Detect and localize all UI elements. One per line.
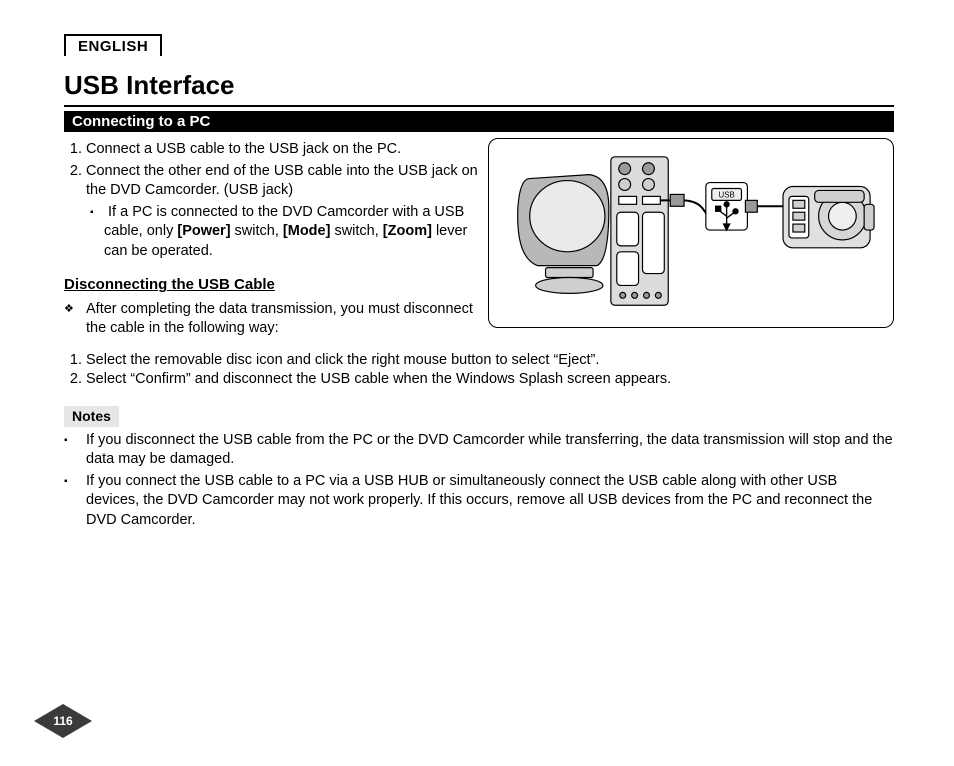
disconnect-step-2: Select “Confirm” and disconnect the USB … [86, 370, 894, 390]
page-title: USB Interface [64, 70, 894, 107]
connect-steps: Connect a USB cable to the USB jack on t… [64, 140, 482, 261]
notes-list: If you disconnect the USB cable from the… [64, 431, 894, 531]
note-1: If you disconnect the USB cable from the… [86, 431, 894, 470]
below-content: Select the removable disc icon and click… [64, 351, 894, 531]
disconnect-steps: Select the removable disc icon and click… [64, 351, 894, 390]
s2-b3: [Zoom] [383, 223, 432, 239]
usb-label-text: USB [718, 190, 734, 199]
disconnect-intro: After completing the data transmission, … [86, 300, 482, 339]
diagram-svg: USB [489, 139, 893, 327]
subsection-header: Connecting to a PC [64, 111, 894, 132]
page-number-badge: 116 [34, 704, 92, 738]
left-column: Connect a USB cable to the USB jack on t… [64, 140, 482, 339]
content-row: USB Connect a USB cable to the USB jack … [64, 140, 894, 339]
s2-b2: [Mode] [283, 223, 331, 239]
step-2-sub: If a PC is connected to the DVD Camcorde… [104, 203, 482, 262]
s2-m1: switch, [231, 223, 283, 239]
language-tab: ENGLISH [64, 34, 162, 56]
page-number: 116 [34, 704, 92, 738]
notes-label: Notes [64, 406, 119, 427]
note-2: If you connect the USB cable to a PC via… [86, 472, 894, 531]
manual-page: ENGLISH USB Interface Connecting to a PC [0, 0, 954, 766]
connection-diagram: USB [488, 138, 894, 328]
disconnect-step-1: Select the removable disc icon and click… [86, 351, 894, 371]
step-2-text: Connect the other end of the USB cable i… [86, 163, 478, 199]
s2-m2: switch, [330, 223, 382, 239]
disconnect-heading: Disconnecting the USB Cable [64, 275, 482, 295]
s2-b1: [Power] [177, 223, 230, 239]
step-2: Connect the other end of the USB cable i… [86, 162, 482, 262]
step-1: Connect a USB cable to the USB jack on t… [86, 140, 482, 160]
